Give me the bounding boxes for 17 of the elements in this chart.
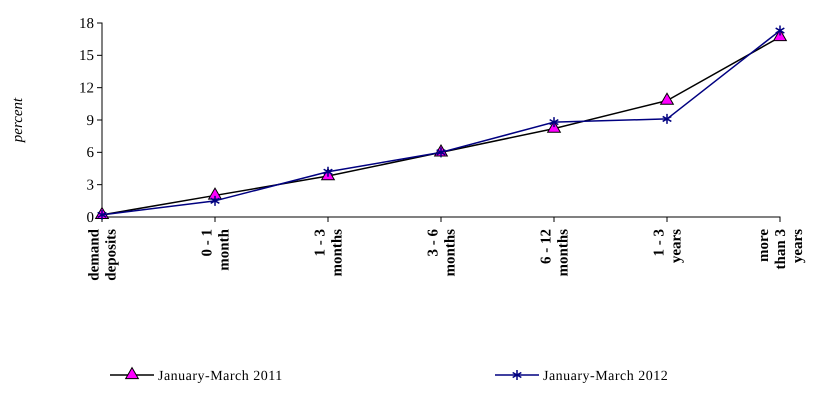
y-tick-label: 12: [79, 80, 94, 96]
y-tick-label: 3: [86, 177, 94, 194]
x-tick-label: 1 - 3 years: [652, 228, 684, 264]
legend-label: January-March 2012: [543, 369, 668, 384]
y-tick-label: 6: [86, 145, 94, 162]
y-tick-label: 0: [86, 210, 94, 226]
x-tick-label: 3 - 6 months: [426, 228, 458, 277]
x-tick-label: demand deposits: [86, 228, 120, 281]
x-tick-label: more than 3 years: [756, 228, 806, 270]
y-tick-label: 9: [86, 112, 94, 129]
x-tick-label: 1 - 3 months: [312, 228, 346, 277]
x-tick-label: 6 - 12 months: [538, 228, 572, 277]
y-axis-title: percent: [10, 96, 26, 144]
y-tick-label: 15: [79, 48, 94, 64]
y-tick-label: 18: [79, 16, 94, 32]
x-tick-label: 0 - 1 month: [200, 228, 232, 271]
legend-label: January-March 2011: [158, 369, 283, 384]
